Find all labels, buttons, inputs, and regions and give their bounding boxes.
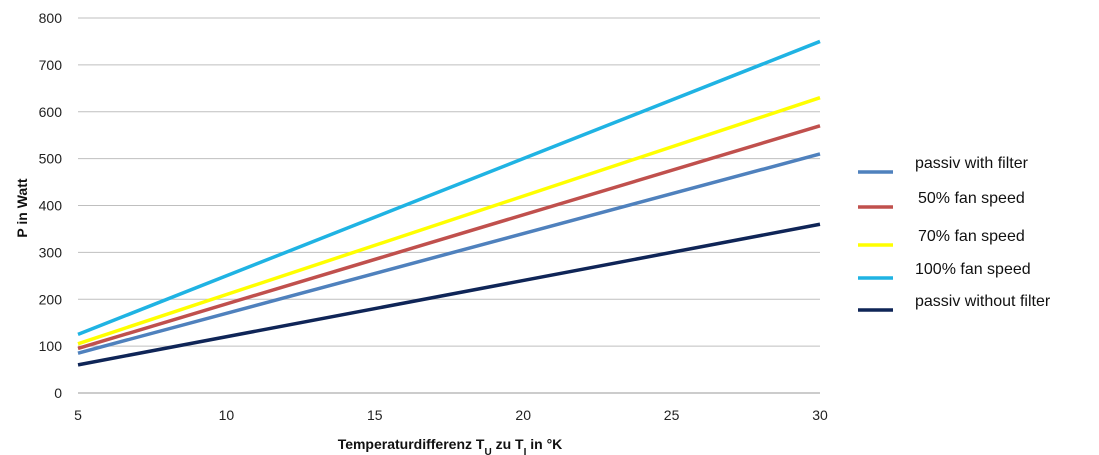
x-tick-label: 15	[367, 407, 383, 423]
x-axis-label-sub-u: U	[484, 447, 491, 455]
y-tick-label: 700	[39, 57, 63, 73]
series-line-1	[77, 152, 821, 355]
series-line-5	[77, 222, 821, 367]
series-line-3	[77, 96, 821, 346]
x-axis-label-mid: zu T	[492, 436, 524, 452]
y-tick-label: 400	[39, 198, 63, 214]
y-tick-label: 0	[54, 385, 62, 401]
legend-label-2: 50% fan speed	[918, 190, 1025, 207]
series-line-2	[77, 124, 821, 351]
legend: passiv with filter 50% fan speed 70% fan s…	[858, 155, 1051, 312]
y-tick-label: 600	[39, 104, 63, 120]
legend-label-5: passiv without filter	[915, 293, 1051, 310]
x-axis-label-main: Temperaturdifferenz T	[338, 436, 485, 452]
y-tick-label: 800	[39, 10, 63, 26]
y-tick-label: 500	[39, 151, 63, 167]
x-tick-label: 25	[664, 407, 680, 423]
x-tick-label: 20	[515, 407, 531, 423]
legend-label-1: passiv with filter	[915, 155, 1029, 172]
legend-label-3: 70% fan speed	[918, 228, 1025, 245]
series-group	[77, 39, 821, 367]
x-axis-label: Temperaturdifferenz TU zu TI in °K	[338, 436, 563, 455]
y-tick-label: 200	[39, 291, 63, 307]
x-tick-label: 30	[812, 407, 828, 423]
x-axis-label-end: in °K	[526, 436, 562, 452]
y-tick-label: 300	[39, 244, 63, 260]
series-line-4	[77, 39, 821, 337]
legend-label-4: 100% fan speed	[915, 261, 1031, 278]
x-axis-label-sub-i: I	[524, 447, 527, 455]
y-tick-label: 100	[39, 338, 63, 354]
tick-labels: 0 100 200 300 400 500 600 700 800 5 10 15 20 25 30	[39, 10, 828, 423]
y-axis-label: P in Watt	[14, 178, 30, 237]
x-tick-label: 5	[74, 407, 82, 423]
x-tick-label: 10	[219, 407, 235, 423]
